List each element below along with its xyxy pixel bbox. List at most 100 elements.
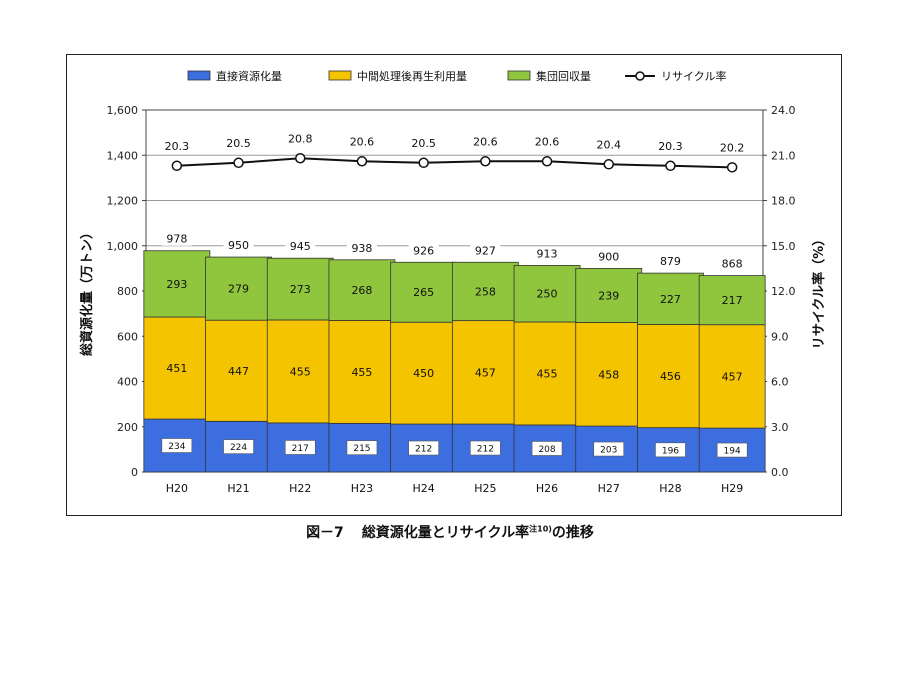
total-label-bg bbox=[717, 257, 748, 271]
y2-tick-label: 12.0 bbox=[771, 285, 796, 298]
legend-swatch bbox=[507, 70, 531, 81]
x-tick-label: H25 bbox=[474, 482, 496, 495]
caption-note: 注10) bbox=[529, 524, 552, 534]
bar-segment bbox=[451, 320, 519, 425]
data-label: 273 bbox=[290, 283, 311, 296]
x-tick-label: H27 bbox=[598, 482, 620, 495]
line-label-bg bbox=[224, 136, 253, 150]
y-tick-label: 800 bbox=[117, 285, 138, 298]
y2-tick-label: 3.0 bbox=[771, 421, 789, 434]
data-label: 212 bbox=[477, 445, 494, 455]
recycle-rate-point bbox=[541, 156, 553, 167]
data-label: 457 bbox=[475, 366, 496, 379]
bar-segment bbox=[637, 272, 704, 325]
caption-title-suffix: の推移 bbox=[551, 525, 594, 541]
data-label: 208 bbox=[538, 445, 555, 455]
line-data-label: 20.6 bbox=[350, 135, 375, 148]
bar-segment bbox=[637, 324, 704, 429]
data-label: 217 bbox=[292, 444, 309, 454]
data-label: 293 bbox=[166, 278, 187, 291]
total-label: 900 bbox=[598, 250, 619, 263]
chart-frame: 0 200 400 600 800 1,000 1,200 1,400 1,600 0.0 3.0 6… bbox=[66, 54, 842, 516]
data-label: 258 bbox=[475, 285, 496, 298]
data-label-box bbox=[655, 442, 686, 458]
line-label-bg bbox=[533, 135, 562, 149]
data-label: 455 bbox=[537, 367, 558, 380]
data-label: 456 bbox=[660, 370, 681, 383]
line-label-bg bbox=[656, 139, 685, 153]
bar-segment bbox=[451, 261, 519, 322]
total-label: 926 bbox=[413, 244, 434, 257]
total-label: 879 bbox=[660, 255, 681, 268]
line-label-bg bbox=[286, 132, 315, 146]
x-tick-label: H28 bbox=[659, 482, 681, 495]
x-tick-label: H20 bbox=[166, 482, 188, 495]
total-label-bg bbox=[408, 244, 439, 258]
recycle-rate-point bbox=[171, 160, 183, 172]
bar-segment bbox=[513, 265, 581, 323]
legend-swatch bbox=[187, 70, 211, 81]
data-label: 455 bbox=[290, 365, 311, 378]
total-label: 950 bbox=[228, 239, 249, 252]
data-label: 212 bbox=[415, 445, 432, 455]
y-tick-label: 200 bbox=[117, 421, 138, 434]
bar-segment bbox=[575, 322, 643, 427]
recycle-rate-point bbox=[665, 160, 676, 172]
data-label: 227 bbox=[660, 293, 681, 306]
line-data-label: 20.4 bbox=[597, 138, 622, 151]
line-label-bg bbox=[471, 135, 500, 149]
bar-segment bbox=[698, 324, 766, 429]
x-tick-label: H21 bbox=[227, 482, 249, 495]
data-label: 447 bbox=[228, 365, 249, 378]
y-axis-label: 総資源化量（万トン） bbox=[79, 226, 95, 356]
figure-caption: 図－7 総資源化量とリサイクル率注10)の推移 bbox=[0, 522, 900, 542]
recycling-chart: 0 200 400 600 800 1,000 1,200 1,400 1,600 0.0 3.0 6… bbox=[79, 69, 827, 495]
y-tick-label: 1,400 bbox=[107, 149, 139, 162]
data-label-box bbox=[531, 441, 563, 456]
data-label: 224 bbox=[230, 443, 247, 453]
bar-segment bbox=[266, 319, 334, 424]
bar-segment bbox=[205, 256, 272, 321]
total-label-bg bbox=[223, 239, 254, 253]
recycle-rate-point bbox=[356, 156, 368, 167]
recycle-rate-point bbox=[603, 159, 614, 170]
bar-segment bbox=[328, 320, 396, 424]
x-tick-label: H23 bbox=[351, 482, 373, 495]
line-label-bg bbox=[594, 138, 623, 152]
y2-tick-label: 18.0 bbox=[771, 195, 796, 208]
line-data-label: 20.5 bbox=[226, 137, 251, 150]
total-label-bg bbox=[470, 244, 501, 258]
caption-title: 総資源化量とリサイクル率 bbox=[361, 525, 530, 541]
bar-segment bbox=[328, 259, 396, 321]
legend-label: リサイクル率 bbox=[661, 69, 726, 83]
data-label: 455 bbox=[351, 366, 372, 379]
legend-swatch bbox=[328, 70, 352, 81]
legend-label: 中間処理後再生利用量 bbox=[357, 69, 467, 83]
bar-segment bbox=[143, 418, 211, 473]
figure-number: 図－7 bbox=[306, 525, 344, 541]
total-label: 913 bbox=[537, 247, 558, 260]
data-label-box bbox=[284, 440, 316, 455]
line-data-label: 20.3 bbox=[658, 140, 683, 153]
total-label-bg bbox=[346, 241, 377, 255]
recycle-rate-point bbox=[480, 156, 491, 167]
y-tick-label: 400 bbox=[117, 376, 138, 389]
data-label: 234 bbox=[168, 442, 185, 452]
line-data-label: 20.6 bbox=[473, 135, 498, 148]
total-label-bg bbox=[161, 232, 192, 246]
total-label-bg bbox=[593, 250, 624, 264]
x-tick-label: H26 bbox=[536, 482, 558, 495]
bar-segment bbox=[390, 261, 458, 323]
y2-tick-label: 21.0 bbox=[771, 149, 796, 162]
recycle-rate-line bbox=[176, 157, 733, 169]
total-label-bg bbox=[285, 240, 316, 254]
data-label: 458 bbox=[598, 368, 619, 381]
total-label: 927 bbox=[475, 244, 496, 257]
x-tick-label: H24 bbox=[413, 482, 435, 495]
line-data-label: 20.8 bbox=[288, 132, 313, 145]
data-label-box bbox=[346, 440, 378, 455]
data-label: 215 bbox=[353, 444, 370, 454]
data-label-box bbox=[408, 440, 439, 456]
line-label-bg bbox=[347, 135, 376, 149]
data-label: 196 bbox=[662, 446, 679, 456]
